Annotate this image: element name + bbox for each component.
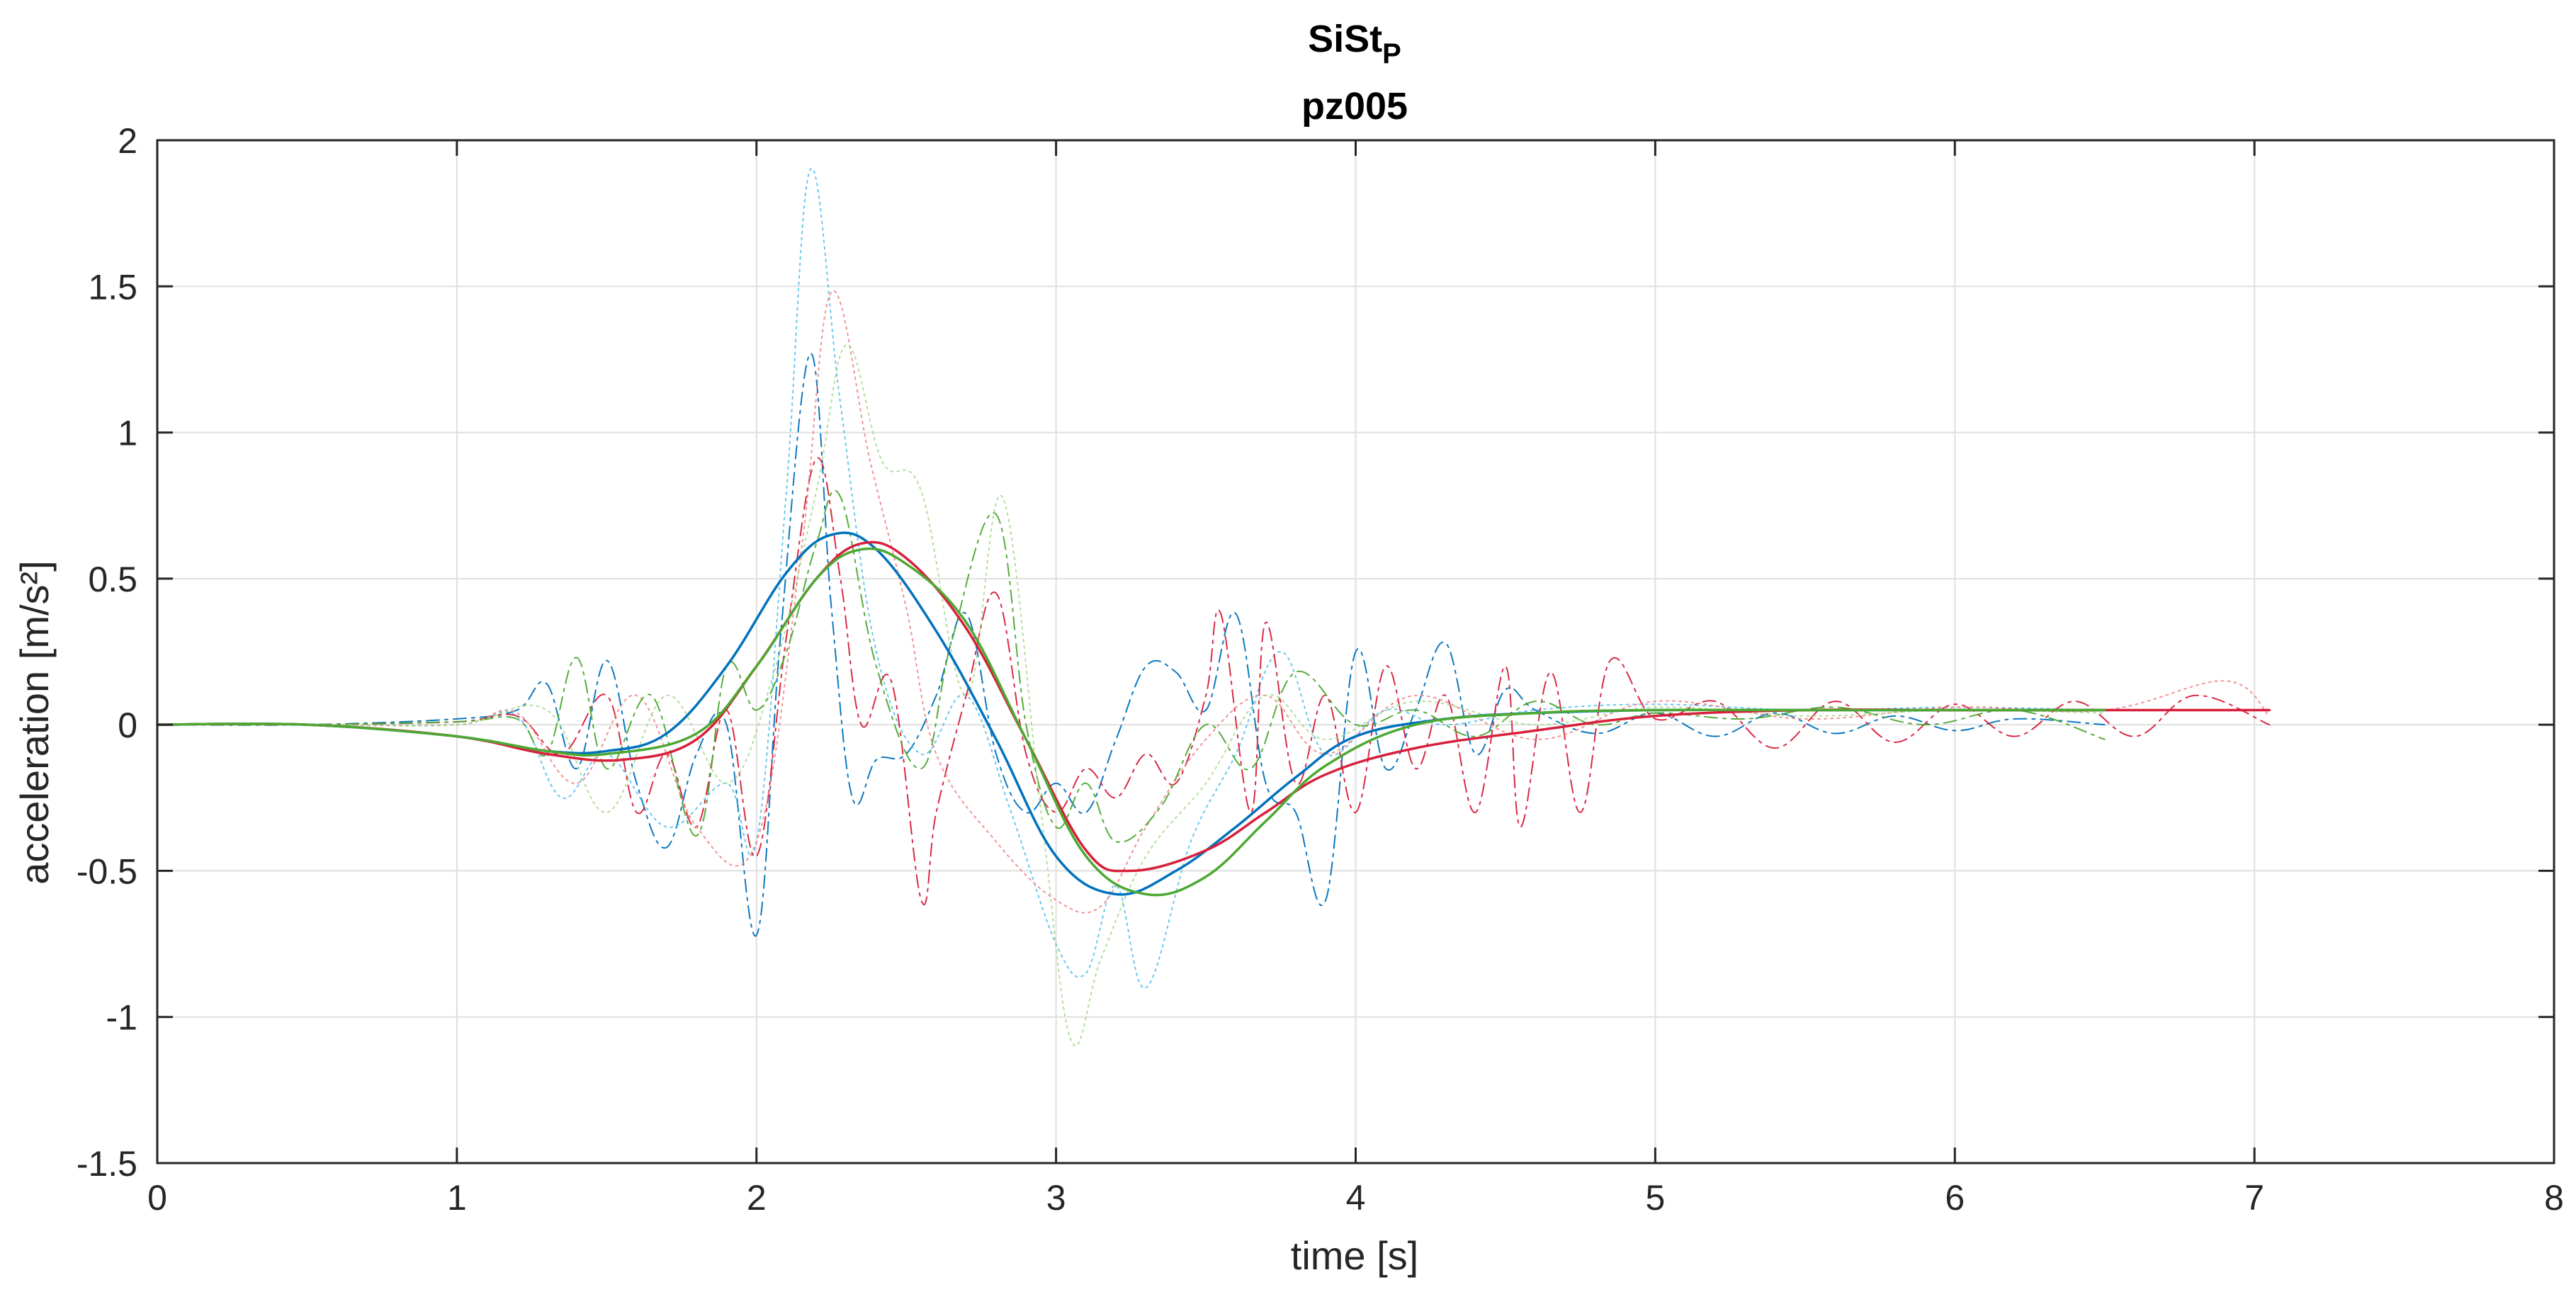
chart-title-main: SiSt <box>1308 18 1382 60</box>
y-tick-label: -1 <box>106 998 137 1038</box>
chart-subtitle: pz005 <box>1301 85 1408 128</box>
series-line-green-raw <box>157 489 2106 844</box>
x-tick-label: 3 <box>1046 1178 1066 1218</box>
y-tick-label: 1 <box>118 414 137 453</box>
x-tick-label: 0 <box>147 1178 167 1218</box>
ticks: 0 1 2 3 4 5 6 7 8 -1.5 -1 -0.5 0 0.5 1 1.5 2 <box>77 121 2564 1218</box>
y-tick-label: -1.5 <box>77 1144 137 1184</box>
series-line-blue-dotted <box>157 167 2106 989</box>
series-line-green-dotted <box>157 344 2106 1047</box>
x-tick-label: 5 <box>1645 1178 1665 1218</box>
series-line-blue-raw <box>157 353 2106 937</box>
x-tick-label: 6 <box>1945 1178 1965 1218</box>
chart-title-subscript: P <box>1382 38 1401 69</box>
x-tick-label: 7 <box>2244 1178 2264 1218</box>
series-line-green-smooth <box>156 547 2106 897</box>
x-tick-label: 8 <box>2544 1178 2564 1218</box>
y-tick-label: 0 <box>118 706 137 745</box>
series-line-red-dotted <box>157 290 2271 914</box>
x-tick-label: 2 <box>747 1178 767 1218</box>
chart-title: SiStP <box>1308 18 1401 69</box>
series-line-blue-smooth <box>156 531 2106 896</box>
y-tick-label: 0.5 <box>88 560 137 599</box>
y-tick-label: -0.5 <box>77 851 137 891</box>
y-axis-label: acceleration [m/s²] <box>12 560 57 885</box>
y-tick-label: 2 <box>118 121 137 161</box>
series-line-red-raw <box>157 457 2271 906</box>
series-group <box>156 167 2271 1047</box>
y-tick-label: 1.5 <box>88 267 137 307</box>
x-axis-label: time [s] <box>1291 1233 1418 1278</box>
x-tick-label: 1 <box>447 1178 467 1218</box>
x-tick-label: 4 <box>1346 1178 1366 1218</box>
